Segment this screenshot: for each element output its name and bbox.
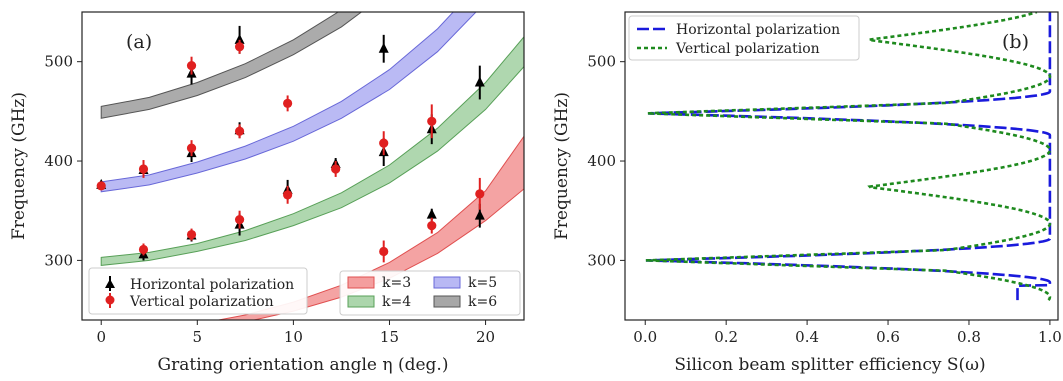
b-x-axis-label: Silicon beam splitter efficiency S(ω): [674, 355, 985, 375]
b-plot-frame: [624, 11, 1059, 321]
b-y-tick-label: 500: [587, 53, 616, 71]
a-legend-markers-box: [88, 267, 308, 315]
point-vertical-polarization: [186, 143, 197, 153]
series-line-horizontal: [645, 12, 1052, 301]
b-x-tick-label: 0.4: [795, 328, 819, 346]
b-ticks: 0.0 0.2 0.4 0.6 0.8 1.0 300 400 500: [587, 53, 1061, 346]
point-horizontal-polarization: [378, 42, 389, 53]
a-panel-label: (a): [126, 31, 152, 53]
a-x-axis-label: Grating orientation angle η (deg.): [158, 355, 449, 375]
panel-a: 0 5 10 15 20 300 400 500 (a) Grating orientatio…: [9, 11, 525, 375]
series-line-vertical: [645, 12, 1052, 302]
point-vertical-polarization: [138, 244, 149, 255]
a-legend-circle-icon: [105, 295, 115, 305]
point-vertical-polarization: [331, 164, 341, 174]
a-x-tick-label: 20: [476, 328, 495, 346]
a-x-tick-label: 15: [380, 328, 399, 346]
band-k5: [100, 12, 477, 193]
a-legend-markers: Horizontal polarization Vertical polariz…: [88, 267, 308, 315]
a-y-tick-label: 500: [44, 53, 73, 71]
band-k4: [100, 36, 524, 266]
b-x-tick-label: 0.8: [957, 328, 981, 346]
b-panel-label: (b): [1002, 31, 1029, 53]
a-x-tick-label: 0: [96, 328, 106, 346]
b-x-tick-label: 1.0: [1038, 328, 1062, 346]
b-y-axis-label: Frequency (GHz): [552, 92, 572, 240]
b-legend-box: [628, 15, 860, 61]
a-x-tick-label: 10: [284, 328, 303, 346]
a-legend-k4-swatch: [347, 295, 375, 308]
a-legend-bands: k=3 k=5 k=4 k=6: [339, 270, 521, 316]
point-vertical-polarization: [138, 164, 149, 174]
point-vertical-polarization: [427, 221, 437, 231]
a-legend-k6-label: k=6: [468, 294, 497, 310]
point-vertical-polarization: [427, 116, 437, 126]
point-vertical-polarization: [475, 189, 485, 199]
point-vertical-polarization: [234, 126, 245, 136]
point-vertical-polarization: [379, 246, 389, 257]
point-horizontal-polarization: [234, 33, 245, 44]
b-lines: [645, 12, 1052, 302]
a-legend-k3-swatch: [347, 276, 375, 289]
point-vertical-polarization: [379, 138, 389, 148]
point-vertical-polarization: [234, 42, 245, 52]
b-legend-vertical-label: Vertical polarization: [675, 41, 820, 57]
point-horizontal-polarization: [474, 76, 485, 87]
b-y-tick-label: 400: [587, 152, 616, 170]
point-vertical-polarization: [186, 61, 197, 71]
b-x-tick-label: 0.0: [633, 328, 657, 346]
band-k6: [100, 12, 363, 119]
a-legend-k6-swatch: [433, 295, 461, 308]
point-vertical-polarization: [283, 190, 293, 200]
point-vertical-polarization: [283, 98, 293, 109]
a-y-tick-label: 300: [44, 251, 73, 269]
a-legend-k3-label: k=3: [382, 275, 411, 291]
a-plot-frame: [81, 11, 525, 321]
a-x-tick-label: 5: [193, 328, 203, 346]
b-x-tick-label: 0.2: [714, 328, 738, 346]
a-legend-bands-box: [339, 270, 521, 316]
point-vertical-polarization: [234, 215, 245, 225]
b-legend-horizontal-label: Horizontal polarization: [676, 22, 840, 38]
panel-b: 0.0 0.2 0.4 0.6 0.8 1.0 300 400 500 (b) Silicon …: [552, 11, 1062, 375]
a-ticks: 0 5 10 15 20 300 400 500: [44, 53, 495, 346]
a-legend-k4-label: k=4: [382, 294, 411, 310]
point-vertical-polarization: [96, 181, 106, 191]
b-legend: Horizontal polarization Vertical polariz…: [628, 15, 860, 61]
point-horizontal-polarization: [474, 209, 485, 220]
b-y-tick-label: 300: [587, 251, 616, 269]
a-data-points: [96, 25, 485, 263]
a-legend-triangle-icon: [105, 279, 115, 288]
point-horizontal-polarization: [426, 208, 437, 219]
b-x-tick-label: 0.6: [876, 328, 900, 346]
a-legend-horizontal-label: Horizontal polarization: [130, 277, 294, 293]
a-y-tick-label: 400: [44, 152, 73, 170]
a-legend-vertical-label: Vertical polarization: [129, 294, 274, 310]
a-y-axis-label: Frequency (GHz): [9, 92, 29, 240]
a-legend-k5-label: k=5: [468, 275, 497, 291]
point-vertical-polarization: [186, 229, 197, 240]
a-legend-k5-swatch: [433, 276, 461, 289]
